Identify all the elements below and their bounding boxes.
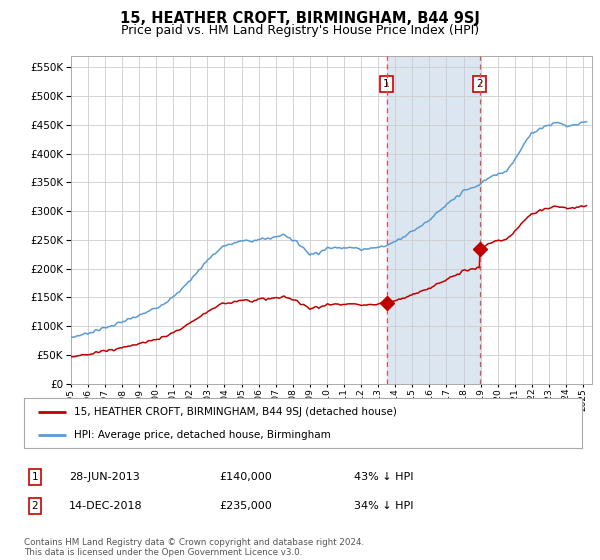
Text: £235,000: £235,000	[219, 501, 272, 511]
Text: 2: 2	[31, 501, 38, 511]
Text: 1: 1	[31, 472, 38, 482]
Text: 1: 1	[383, 79, 390, 89]
Text: 34% ↓ HPI: 34% ↓ HPI	[354, 501, 413, 511]
Text: 15, HEATHER CROFT, BIRMINGHAM, B44 9SJ: 15, HEATHER CROFT, BIRMINGHAM, B44 9SJ	[120, 11, 480, 26]
Text: 43% ↓ HPI: 43% ↓ HPI	[354, 472, 413, 482]
Text: 15, HEATHER CROFT, BIRMINGHAM, B44 9SJ (detached house): 15, HEATHER CROFT, BIRMINGHAM, B44 9SJ (…	[74, 407, 397, 417]
Text: Price paid vs. HM Land Registry's House Price Index (HPI): Price paid vs. HM Land Registry's House …	[121, 24, 479, 37]
Text: 14-DEC-2018: 14-DEC-2018	[69, 501, 143, 511]
Text: Contains HM Land Registry data © Crown copyright and database right 2024.
This d: Contains HM Land Registry data © Crown c…	[24, 538, 364, 557]
Text: £140,000: £140,000	[219, 472, 272, 482]
Text: 2: 2	[476, 79, 483, 89]
Text: 28-JUN-2013: 28-JUN-2013	[69, 472, 140, 482]
Bar	[386, 56, 480, 384]
Text: HPI: Average price, detached house, Birmingham: HPI: Average price, detached house, Birm…	[74, 430, 331, 440]
